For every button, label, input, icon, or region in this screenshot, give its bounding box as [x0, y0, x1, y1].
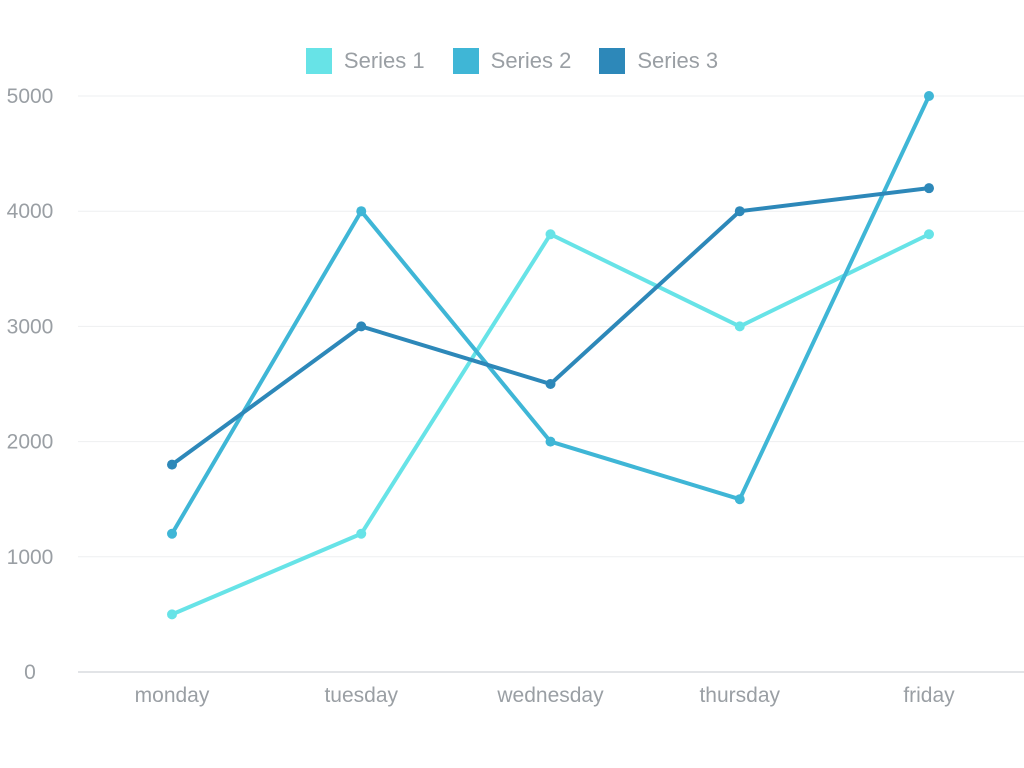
legend: Series 1 Series 2 Series 3 [0, 48, 1024, 74]
y-tick-label-1000: 1000 [7, 546, 54, 569]
data-point-series-2-thursday [734, 494, 745, 505]
data-point-series-3-tuesday [356, 321, 367, 332]
y-tick-label-3000: 3000 [7, 315, 54, 338]
legend-label-series-1: Series 1 [343, 48, 425, 73]
legend-swatch-series-2 [452, 48, 479, 74]
data-point-series-2-monday [167, 528, 177, 539]
legend-label-series-2: Series 2 [490, 48, 572, 73]
data-point-series-1-monday [167, 609, 177, 620]
series-line-1 [170, 232, 931, 617]
data-point-series-1-friday [924, 229, 934, 240]
series-line-2 [170, 94, 931, 536]
legend-item-series-3[interactable]: Series 3 [599, 48, 718, 74]
legend-item-series-2[interactable]: Series 2 [452, 48, 572, 74]
data-point-series-1-tuesday [356, 528, 367, 539]
data-point-series-3-wednesday [545, 379, 556, 389]
data-point-series-2-tuesday [356, 206, 367, 217]
x-tick-label-wednesday: wednesday [496, 684, 604, 707]
data-point-series-3-monday [167, 459, 177, 470]
data-point-series-3-thursday [734, 206, 745, 217]
x-tick-label-friday: friday [903, 684, 955, 707]
data-point-series-1-thursday [734, 321, 745, 332]
x-tick-label-thursday: thursday [699, 684, 780, 707]
data-point-series-3-friday [924, 183, 934, 194]
data-point-series-1-wednesday [545, 229, 556, 240]
y-tick-label-2000: 2000 [7, 431, 54, 454]
data-point-series-2-wednesday [545, 436, 556, 447]
legend-swatch-series-1 [305, 48, 332, 74]
x-tick-label-tuesday: tuesday [324, 684, 398, 707]
y-tick-label-4000: 4000 [7, 200, 54, 223]
legend-item-series-1[interactable]: Series 1 [305, 48, 425, 74]
x-tick-label-monday: monday [135, 684, 210, 707]
legend-swatch-series-3 [599, 48, 626, 74]
legend-label-series-3: Series 3 [637, 48, 719, 73]
data-point-series-2-friday [924, 91, 934, 101]
y-tick-label-0: 0 [24, 661, 36, 684]
y-tick-label-5000: 5000 [7, 85, 54, 108]
